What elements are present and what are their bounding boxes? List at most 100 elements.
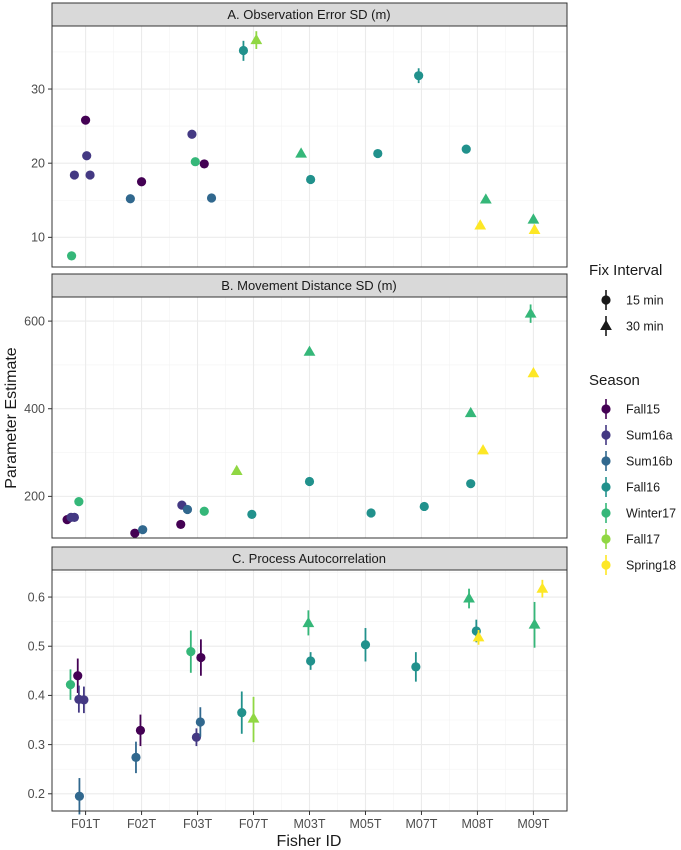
data-point (238, 40, 249, 61)
data-point (295, 147, 307, 158)
data-point (136, 177, 147, 187)
legend-circle-key (601, 295, 611, 305)
panel-c-grid (52, 570, 567, 811)
legend-season-item: Fall15 (601, 399, 660, 419)
legend-season-item: Spring18 (601, 555, 676, 575)
point-circle (73, 671, 83, 681)
data-point (85, 170, 95, 180)
data-point (527, 213, 540, 224)
point-circle (187, 129, 197, 139)
point-circle (69, 170, 79, 180)
data-point (524, 304, 537, 323)
point-triangle (295, 147, 307, 158)
legend-season-item: Fall16 (601, 477, 660, 497)
point-triangle (479, 193, 492, 204)
legend-color-key (601, 508, 611, 518)
point-triangle (527, 367, 540, 378)
data-point (303, 345, 316, 356)
point-triangle (528, 618, 541, 629)
data-point (528, 223, 541, 234)
data-point (463, 588, 475, 609)
y-tick-label: 30 (31, 82, 45, 96)
point-circle (182, 504, 193, 515)
legend: Fix Interval 15 min 30 min Season Fall15 S… (589, 262, 676, 575)
y-tick-label: 0.6 (28, 590, 45, 604)
legend-season-item: Sum16a (601, 425, 673, 445)
data-point (138, 525, 148, 535)
point-triangle (524, 307, 537, 318)
data-point (187, 129, 197, 139)
data-point (82, 151, 92, 161)
point-triangle (230, 464, 243, 475)
point-circle (360, 640, 371, 650)
legend-shape-title: Fix Interval (589, 262, 662, 279)
point-triangle (247, 712, 260, 723)
point-circle (136, 177, 147, 187)
data-point (477, 444, 489, 455)
x-axis-title: Fisher ID (277, 833, 342, 850)
data-point (74, 778, 85, 815)
data-point (80, 115, 91, 125)
legend-season-items: Fall15 Sum16a Sum16b Fall16 Winter17 Fall17 Sp… (601, 399, 676, 575)
data-point (306, 174, 316, 185)
point-triangle (472, 631, 485, 642)
x-tick-label: F03T (183, 817, 213, 831)
data-point (527, 367, 540, 378)
point-circle (366, 508, 376, 518)
panel-b-marks (62, 304, 540, 538)
panel-c-marks (65, 579, 549, 815)
data-point (190, 157, 200, 167)
x-tick-label: F01T (71, 817, 101, 831)
point-triangle (464, 406, 477, 418)
point-circle (85, 170, 95, 180)
point-circle (419, 501, 429, 512)
data-point (73, 658, 83, 693)
point-triangle (536, 582, 549, 593)
data-point (182, 504, 193, 515)
data-point (131, 741, 141, 774)
point-circle (66, 251, 77, 261)
point-triangle (303, 345, 316, 356)
point-circle (74, 791, 85, 801)
point-circle (65, 679, 76, 690)
data-point (69, 170, 79, 180)
x-tick-label: M09T (517, 817, 549, 831)
point-circle (125, 194, 135, 204)
y-tick-label: 0.4 (28, 689, 45, 703)
data-point (135, 714, 146, 747)
legend-season-label: Spring18 (626, 559, 676, 573)
point-circle (306, 656, 316, 666)
legend-shape-label: 15 min (626, 294, 664, 308)
data-point (186, 630, 196, 673)
point-circle (82, 151, 92, 161)
point-circle (191, 732, 202, 742)
point-circle (80, 115, 91, 125)
data-point (237, 691, 247, 734)
legend-color-key (601, 560, 611, 570)
legend-triangle-key (600, 319, 612, 331)
point-circle (135, 725, 146, 735)
legend-color-key (601, 482, 611, 492)
point-circle (414, 71, 424, 81)
legend-season-label: Winter17 (626, 507, 676, 521)
point-circle (247, 509, 257, 519)
point-circle (138, 525, 148, 535)
panel-a-border (51, 25, 568, 268)
point-circle (69, 512, 79, 523)
legend-season-label: Fall15 (626, 403, 660, 417)
legend-shape-label: 30 min (626, 320, 664, 334)
panel-c-y-axis: 0.2 0.3 0.4 0.5 0.6 (28, 590, 52, 801)
data-point (366, 508, 376, 518)
point-circle (238, 45, 249, 56)
point-circle (196, 652, 206, 663)
data-point (195, 707, 205, 737)
legend-season-label: Fall17 (626, 533, 660, 547)
legend-color-title: Season (589, 372, 640, 389)
data-point (66, 251, 77, 261)
data-point (199, 159, 209, 169)
point-circle (373, 148, 383, 159)
point-triangle (528, 223, 541, 234)
panel-a-title: A. Observation Error SD (m) (227, 7, 390, 22)
legend-shape-items: 15 min 30 min (600, 290, 664, 336)
